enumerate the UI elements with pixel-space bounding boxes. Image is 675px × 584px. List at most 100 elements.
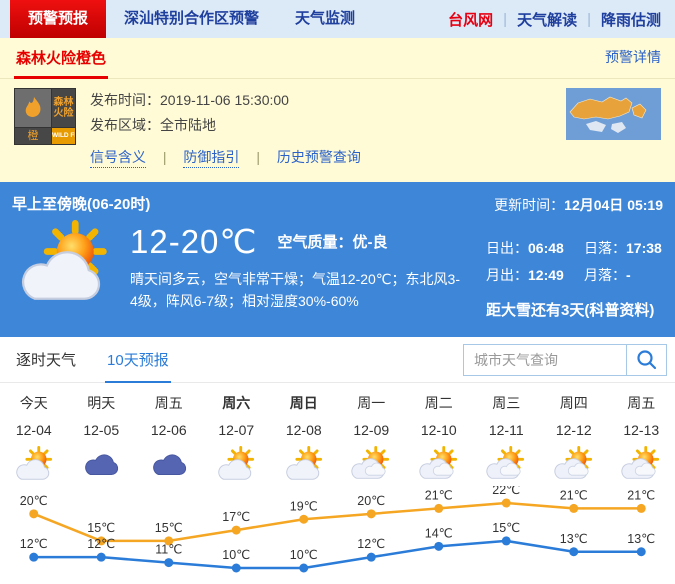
partly-cloudy-icon [0,444,68,486]
forecast-day-label: 周日 [289,395,318,411]
low-temp-point [434,541,444,551]
temperature-range: 12-20℃ [130,223,258,260]
high-temp-point [569,503,579,513]
tab-forest-fire-orange[interactable]: 森林火险橙色 [14,38,109,79]
forecast-date-label: 12-07 [218,422,255,438]
low-temp-point [299,563,309,573]
high-temp-label: 21℃ [627,488,655,502]
sunrise: 日出：06:48 [486,240,564,256]
high-temp-label: 15℃ [155,521,183,535]
high-temp-point [29,509,39,519]
publish-area-value: 全市陆地 [160,117,216,133]
moonrise: 月出：12:49 [486,267,564,283]
forecast-date-label: 12-09 [353,422,390,438]
forecast-day-column[interactable]: 周日 12-08 [270,390,338,486]
forecast-day-label: 周五 [154,395,183,411]
search-icon [636,350,656,370]
cloudy-icon [152,454,186,475]
search-button[interactable] [626,345,666,375]
low-temp-label: 12℃ [87,537,115,551]
forecast-day-column[interactable]: 周二 12-10 [405,390,473,486]
low-temp-line [33,539,642,570]
nav-tab-weather-monitor[interactable]: 天气监测 [295,10,356,27]
partly-cloudy-icon [218,446,255,480]
moonset: 月落：- [584,267,631,283]
partly-cloudy-2-icon [351,446,390,479]
high-temp-label: 21℃ [425,488,453,502]
high-temp-label: 15℃ [87,521,115,535]
partly-cloudy-2-icon [405,444,473,486]
divider: | [503,10,508,28]
partly-cloudy-icon [21,220,107,300]
forecast-date-label: 12-08 [285,422,322,438]
nav-tab-shenshan-warning[interactable]: 深汕特别合作区预警 [124,10,260,27]
warning-level-badge: 橙 [15,128,52,144]
cloudy-icon [135,444,203,486]
warning-icon-title: 森林 火险 [53,97,74,119]
low-temp-point [569,547,579,557]
forecast-day-label: 周二 [424,395,453,411]
link-rain-estimate[interactable]: 降雨估测 [600,11,661,29]
forecast-day-label: 明天 [87,395,116,411]
high-temp-label: 17℃ [222,510,250,524]
partly-cloudy-2-icon [473,444,541,486]
partly-cloudy-2-icon [621,446,660,479]
link-defense-guide[interactable]: 防御指引 [183,149,240,168]
publish-time-value: 2019-11-06 15:30:00 [160,92,289,108]
partly-cloudy-2-icon [338,444,406,486]
ten-day-forecast: 今天 12-04 明天 12-05 周五 12-06 周六 12-07 周日 12-08 周一 12-… [0,383,675,580]
forecast-day-label: 周五 [627,395,656,411]
link-weather-explain[interactable]: 天气解读 [517,11,578,29]
warning-detail-link[interactable]: 预警详情 [605,49,661,65]
partly-cloudy-2-icon [608,444,675,486]
low-temp-point [96,552,106,562]
forecast-date-label: 12-12 [555,422,592,438]
tab-hourly-weather[interactable]: 逐时天气 [16,352,77,369]
forecast-day-column[interactable]: 周三 12-11 [473,390,541,486]
link-history-warning-query[interactable]: 历史预警查询 [276,149,361,165]
forecast-day-column[interactable]: 周一 12-09 [338,390,406,486]
low-temp-label: 13℃ [560,532,588,546]
high-temp-point [636,503,646,513]
low-temp-label: 12℃ [20,537,48,551]
update-time: 更新时间：12月04日 05:19 [494,197,663,213]
divider: | [587,10,591,28]
low-temp-label: 15℃ [492,521,520,535]
low-temp-point [366,552,376,562]
link-signal-meaning[interactable]: 信号含义 [90,149,146,168]
partly-cloudy-icon [286,446,322,480]
forecast-day-column[interactable]: 周五 12-13 [608,390,675,486]
high-temp-label: 20℃ [20,494,48,508]
partly-cloudy-icon [16,446,52,480]
forecast-day-column[interactable]: 明天 12-05 [68,390,136,486]
low-temp-point [636,547,646,557]
search-input[interactable] [464,345,626,375]
high-temp-point [231,525,241,535]
forecast-date-label: 12-06 [150,422,187,438]
tab-ten-day-forecast[interactable]: 10天预报 [105,337,171,383]
warning-links: 信号含义 | 防御指引 | 历史预警查询 [90,147,361,168]
low-temp-point [164,558,174,568]
low-temp-label: 12℃ [357,537,385,551]
high-temp-point [434,503,444,513]
forecast-day-column[interactable]: 周四 12-12 [540,390,608,486]
forecast-period: 早上至傍晚(06-20时) [12,196,151,213]
publish-area-row: 发布区域：全市陆地 [90,113,361,138]
shenzhen-district-map [566,88,661,140]
low-temp-label: 11℃ [155,543,182,557]
solar-term-countdown[interactable]: 距大雪还有3天(科普资料) [486,302,655,319]
link-typhoon-net[interactable]: 台风网 [448,11,494,29]
forecast-day-column[interactable]: 周五 12-06 [135,390,203,486]
forecast-day-column[interactable]: 今天 12-04 [0,390,68,486]
forecast-day-label: 周一 [357,395,386,411]
current-weather-icon [12,220,130,315]
high-temp-label: 20℃ [357,494,385,508]
nav-tab-warning-forecast[interactable]: 预警预报 [10,0,107,38]
divider: | [162,149,167,165]
forecast-date-label: 12-05 [83,422,120,438]
forecast-tabs-row: 逐时天气 10天预报 [0,337,675,383]
high-temp-line [33,501,642,543]
top-nav-tabs: 预警预报 深汕特别合作区预警 天气监测 [0,0,373,38]
forecast-day-column[interactable]: 周六 12-07 [203,390,271,486]
